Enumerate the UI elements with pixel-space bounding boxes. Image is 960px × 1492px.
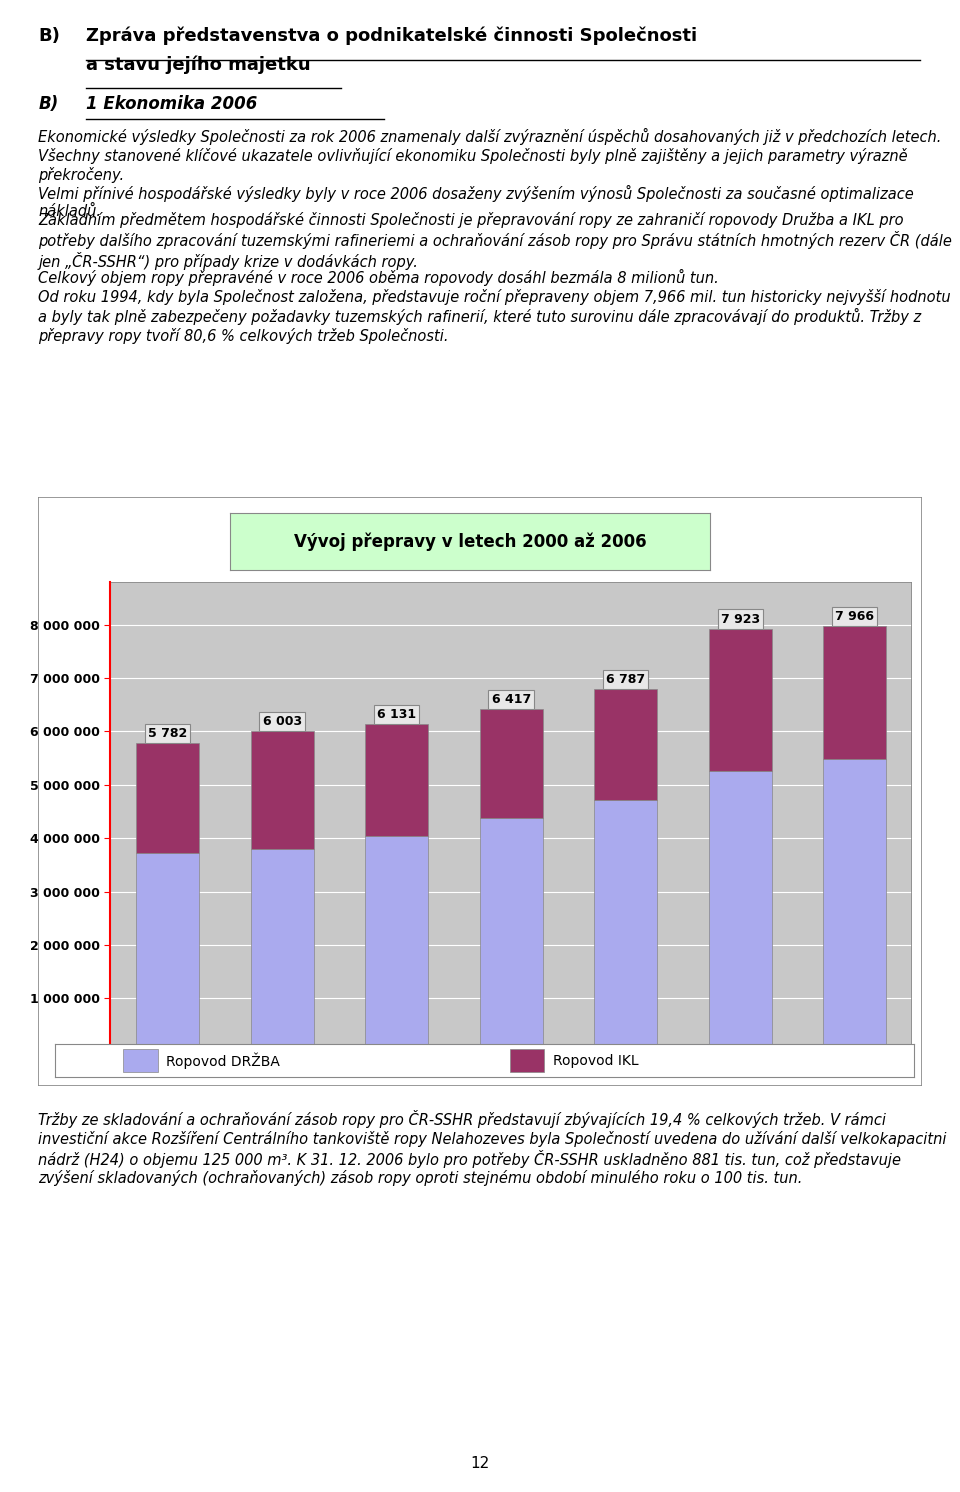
Text: Zpráva představenstva o podnikatelské činnosti Společnosti: Zpráva představenstva o podnikatelské či… bbox=[86, 27, 698, 45]
Text: 12: 12 bbox=[470, 1456, 490, 1471]
Text: Vývoj přepravy v letech 2000 až 2006: Vývoj přepravy v letech 2000 až 2006 bbox=[294, 533, 647, 551]
Text: Tržby ze skladování a ochraňování zásob ropy pro ČR-SSHR představují zbývajících: Tržby ze skladování a ochraňování zásob … bbox=[38, 1110, 947, 1186]
Text: B): B) bbox=[38, 95, 59, 113]
Text: Základním předmětem hospodářské činnosti Společnosti je přepravování ropy ze zah: Základním předmětem hospodářské činnosti… bbox=[38, 212, 952, 270]
Bar bbox=[251, 849, 314, 1052]
Text: Ekonomické výsledky Společnosti za rok 2006 znamenaly další zvýraznění úspěchů d: Ekonomické výsledky Společnosti za rok 2… bbox=[38, 128, 942, 182]
Bar bbox=[510, 1049, 544, 1073]
Bar bbox=[824, 759, 886, 1052]
Text: 1 Ekonomika 2006: 1 Ekonomika 2006 bbox=[86, 95, 258, 113]
Text: 6 131: 6 131 bbox=[377, 709, 417, 721]
Bar bbox=[365, 836, 428, 1052]
Bar bbox=[251, 731, 314, 849]
Text: 7 966: 7 966 bbox=[835, 610, 875, 624]
Bar bbox=[480, 818, 542, 1052]
Text: B): B) bbox=[38, 27, 60, 45]
Text: Ropovod DRŽBA: Ropovod DRŽBA bbox=[166, 1052, 280, 1070]
Bar bbox=[136, 743, 199, 853]
Bar bbox=[124, 1049, 157, 1073]
Text: 6 787: 6 787 bbox=[606, 673, 645, 686]
Text: Velmi přínivé hospodářské výsledky byly v roce 2006 dosaženy zvýšením výnosů Spo: Velmi přínivé hospodářské výsledky byly … bbox=[38, 185, 914, 219]
Text: 5 782: 5 782 bbox=[148, 727, 187, 740]
Bar bbox=[594, 800, 658, 1052]
Text: 6 003: 6 003 bbox=[263, 715, 301, 728]
Bar bbox=[824, 627, 886, 759]
Bar bbox=[365, 725, 428, 836]
Bar bbox=[708, 628, 772, 771]
Text: a stavu jejího majetku: a stavu jejího majetku bbox=[86, 55, 311, 73]
Text: Celkový objem ropy přepravéné v roce 2006 oběma ropovody dosáhl bezmála 8 milion: Celkový objem ropy přepravéné v roce 200… bbox=[38, 269, 719, 285]
Bar bbox=[594, 689, 658, 800]
Bar bbox=[708, 771, 772, 1052]
Text: Ropovod IKL: Ropovod IKL bbox=[553, 1053, 638, 1068]
Bar bbox=[136, 853, 199, 1052]
Text: 6 417: 6 417 bbox=[492, 692, 531, 706]
Text: Od roku 1994, kdy byla Společnost založena, představuje roční přepraveny objem 7: Od roku 1994, kdy byla Společnost založe… bbox=[38, 289, 951, 343]
Text: 7 923: 7 923 bbox=[721, 613, 759, 625]
Bar bbox=[480, 709, 542, 818]
Bar bbox=[110, 582, 912, 1052]
